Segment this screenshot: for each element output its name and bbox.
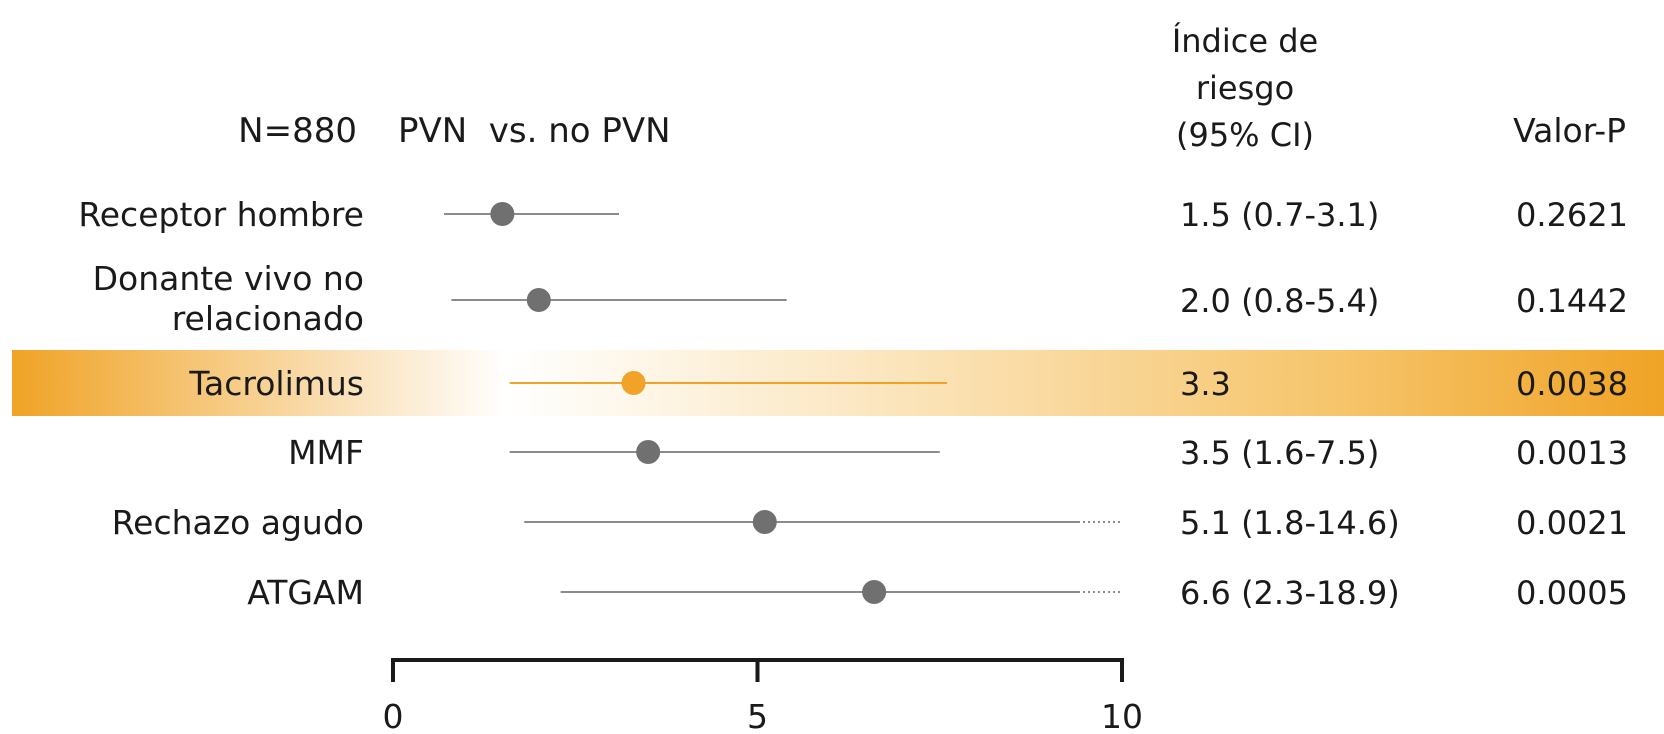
p-value: 0.0005 <box>1516 574 1628 612</box>
hr-ci-text: 6.6 (2.3-18.9) <box>1180 574 1400 612</box>
x-axis: 0 5 10 <box>383 658 1143 734</box>
hr-ci-text: 3.5 (1.6-7.5) <box>1180 434 1379 472</box>
row-label: MMF <box>288 433 364 472</box>
hr-header-line-1: Índice de <box>1172 22 1318 60</box>
hr-marker <box>621 371 646 395</box>
p-value: 0.0021 <box>1516 504 1628 542</box>
row-label: Donante vivo no <box>93 259 364 298</box>
forest-row: Rechazo agudo 5.1 (1.8-14.6) 0.0021 <box>112 503 1628 542</box>
forest-row: MMF 3.5 (1.6-7.5) 0.0013 <box>288 433 1628 472</box>
row-label: Receptor hombre <box>78 195 364 234</box>
forest-row: Receptor hombre 1.5 (0.7-3.1) 0.2621 <box>78 195 1628 234</box>
hr-ci-text: 1.5 (0.7-3.1) <box>1180 196 1379 234</box>
p-value-header: Valor-P <box>1513 111 1626 150</box>
hr-ci-text: 5.1 (1.8-14.6) <box>1180 504 1400 542</box>
row-label: Rechazo agudo <box>112 503 364 542</box>
hr-header-line-3: (95% CI) <box>1176 116 1314 154</box>
row-label: relacionado <box>172 299 364 338</box>
hr-marker <box>862 580 887 604</box>
p-value: 0.0013 <box>1516 434 1628 472</box>
p-value: 0.0038 <box>1516 365 1628 403</box>
x-tick-label: 0 <box>383 697 404 734</box>
hr-header-line-2: riesgo <box>1196 69 1294 107</box>
forest-row: ATGAM 6.6 (2.3-18.9) 0.0005 <box>247 573 1628 612</box>
row-label: ATGAM <box>247 573 364 612</box>
hr-marker <box>526 288 551 312</box>
p-value: 0.2621 <box>1516 196 1628 234</box>
forest-row: Tacrolimus 3.3 0.0038 <box>188 364 1628 403</box>
p-value: 0.1442 <box>1516 282 1628 320</box>
hr-marker <box>752 510 777 534</box>
hr-ci-text: 2.0 (0.8-5.4) <box>1180 282 1379 320</box>
row-label: Tacrolimus <box>188 364 364 403</box>
comparison-label: PVN vs. no PVN <box>398 111 671 151</box>
hr-ci-text: 3.3 <box>1180 365 1231 403</box>
x-tick-label: 10 <box>1101 697 1143 734</box>
hr-marker <box>490 202 515 226</box>
hr-marker <box>636 440 661 464</box>
n-label: N=880 <box>238 111 357 151</box>
x-tick-label: 5 <box>747 697 768 734</box>
